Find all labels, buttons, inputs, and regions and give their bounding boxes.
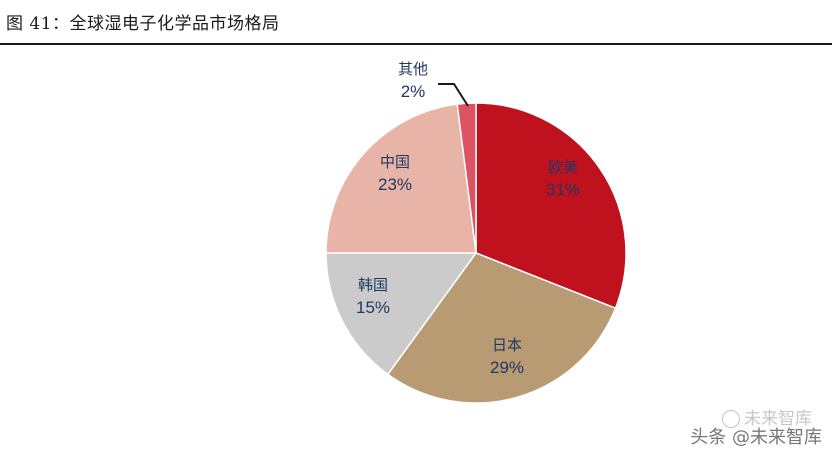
slice-value-label: 15%	[356, 298, 390, 317]
watermark-line1: 未来智库	[744, 409, 812, 429]
slice-name-label: 其他	[398, 60, 428, 78]
slice-name-label: 中国	[380, 153, 410, 171]
watermark: 头条 @未来智库	[690, 427, 822, 448]
pie-slice-3	[325, 252, 478, 376]
slice-value-label: 31%	[546, 180, 580, 199]
slice-name-label: 日本	[492, 336, 522, 354]
title-rule	[0, 43, 832, 45]
pie-slice-4	[325, 103, 477, 254]
pie-slice-1	[475, 102, 627, 310]
slice-name-label: 韩国	[358, 276, 388, 294]
slice-value-label: 23%	[378, 175, 412, 194]
figure-title: 图 41：全球湿电子化学品市场格局	[6, 14, 280, 34]
pie-slice-2	[386, 252, 617, 404]
wechat-icon	[722, 410, 740, 428]
watermark-top: 未来智库	[722, 404, 812, 429]
slice-value-label: 29%	[490, 358, 524, 377]
slice-value-label: 2%	[401, 82, 426, 101]
slice-name-label: 欧美	[548, 158, 578, 176]
leader-line	[438, 83, 469, 107]
